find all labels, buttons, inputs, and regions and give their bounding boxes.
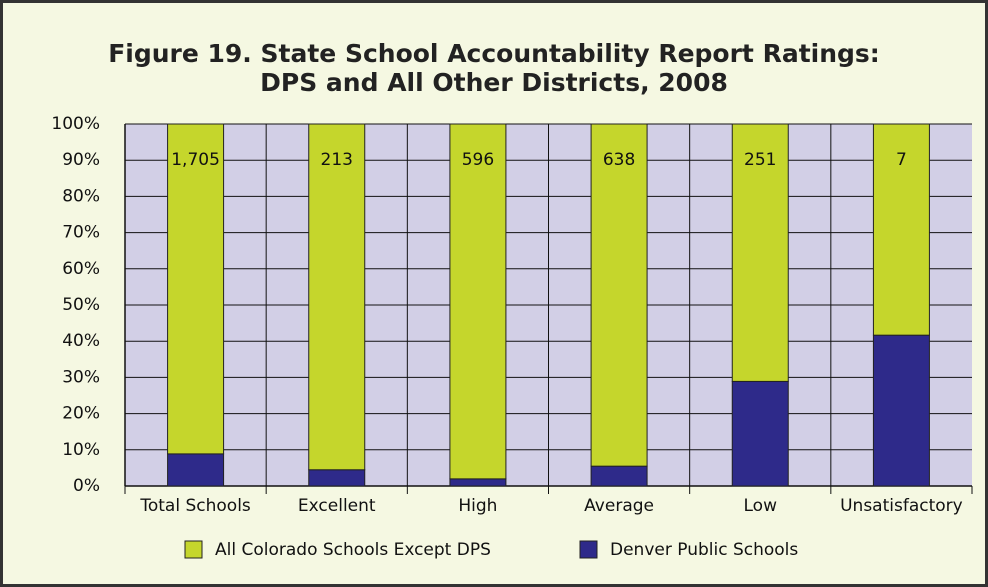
x-tick-label: High xyxy=(458,496,497,516)
y-tick-label: 100% xyxy=(51,114,100,134)
data-label: 638 xyxy=(603,150,635,170)
x-tick-label: Low xyxy=(744,496,778,516)
bar-segment xyxy=(590,123,648,467)
chart-title: DPS and All Other Districts, 2008 xyxy=(260,68,728,97)
bar-segment xyxy=(872,123,930,336)
y-tick-label: 50% xyxy=(62,295,100,315)
bar-segment xyxy=(308,123,366,471)
y-tick-label: 60% xyxy=(62,259,100,279)
data-label: 213 xyxy=(321,150,353,170)
y-tick-label: 10% xyxy=(62,440,100,460)
x-tick-label: Average xyxy=(584,496,654,516)
data-label: 596 xyxy=(462,150,494,170)
y-tick-label: 0% xyxy=(73,476,100,496)
x-tick-label: Total Schools xyxy=(139,496,251,516)
y-tick-label: 20% xyxy=(62,404,100,424)
bar-segment xyxy=(872,334,930,487)
y-tick-label: 30% xyxy=(62,367,100,387)
bar-segment xyxy=(449,123,507,480)
data-label: 7 xyxy=(896,150,907,170)
bar-segment xyxy=(590,465,648,487)
bar-segment xyxy=(167,123,225,455)
y-tick-label: 40% xyxy=(62,331,100,351)
bar-segment xyxy=(731,123,789,382)
bar-segment xyxy=(308,469,366,487)
bar-segment xyxy=(167,453,225,487)
legend-swatch xyxy=(579,540,598,559)
y-tick-label: 90% xyxy=(62,150,100,170)
chart-title: Figure 19. State School Accountability R… xyxy=(108,39,880,68)
y-tick-label: 70% xyxy=(62,223,100,243)
legend-swatch xyxy=(184,540,203,559)
bar-segment xyxy=(731,380,789,487)
bar-segment xyxy=(449,478,507,487)
data-label: 1,705 xyxy=(171,150,220,170)
legend-label: All Colorado Schools Except DPS xyxy=(215,540,491,560)
x-tick-label: Unsatisfactory xyxy=(840,496,963,516)
data-label: 251 xyxy=(744,150,776,170)
y-tick-label: 80% xyxy=(62,186,100,206)
legend-label: Denver Public Schools xyxy=(610,540,798,560)
x-tick-label: Excellent xyxy=(298,496,376,516)
